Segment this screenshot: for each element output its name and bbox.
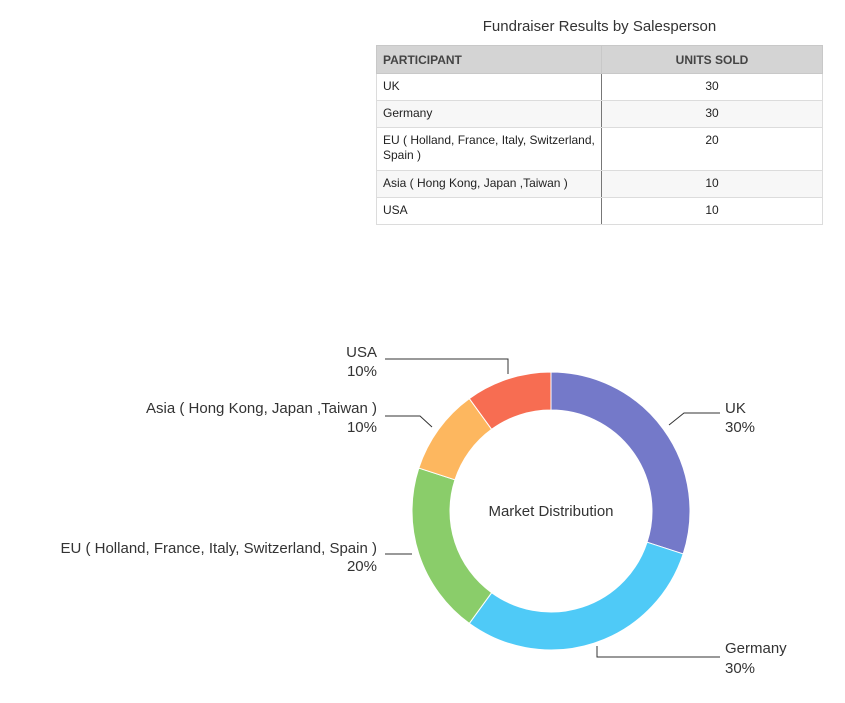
slice-percent-eu-holland-france-italy-switzerland-spain: 20%: [347, 558, 377, 575]
slice-percent-asia-hong-kong-japan-taiwan: 10%: [347, 419, 377, 436]
donut-slice-uk: [550, 371, 691, 555]
slice-percent-usa: 10%: [347, 363, 377, 380]
slice-labels: UK 30% Germany 30% EU ( Holland, France, Ita…: [60, 344, 787, 677]
column-header-units-sold: UNITS SOLD: [601, 45, 823, 74]
units-cell: 30: [601, 73, 823, 101]
donut-chart-panel: UK 30% Germany 30% EU ( Holland, France, Ita…: [0, 300, 845, 698]
slice-percent-germany: 30%: [725, 660, 755, 677]
donut-slices: [411, 371, 691, 651]
units-cell: 20: [601, 127, 823, 171]
results-table-panel: Fundraiser Results by Salesperson PARTIC…: [376, 17, 823, 225]
slice-percent-uk: 30%: [725, 419, 755, 436]
donut-slice-usa: [468, 371, 552, 430]
participant-cell: USA: [376, 197, 602, 225]
leader-line-germany: [596, 646, 720, 658]
label-leader-lines: [385, 358, 720, 658]
participant-cell: EU ( Holland, France, Italy, Switzerland…: [376, 127, 602, 171]
donut-slice-eu-holland-france-italy-switzerland-spain: [411, 467, 493, 625]
slice-label-germany: Germany: [725, 640, 787, 657]
units-cell: 10: [601, 170, 823, 198]
results-table: PARTICIPANT UNITS SOLD UK 30 Germany 30 …: [376, 45, 823, 225]
participant-cell: Germany: [376, 100, 602, 128]
table-header-row: PARTICIPANT UNITS SOLD: [376, 45, 823, 74]
leader-line-uk: [668, 412, 720, 426]
table-title: Fundraiser Results by Salesperson: [482, 18, 717, 35]
slice-label-asia-hong-kong-japan-taiwan: Asia ( Hong Kong, Japan ,Taiwan ): [146, 400, 377, 417]
participant-cell: Asia ( Hong Kong, Japan ,Taiwan ): [376, 170, 602, 198]
table-row: Germany 30: [376, 100, 823, 128]
table-row: Asia ( Hong Kong, Japan ,Taiwan ) 10: [376, 170, 823, 198]
table-row: EU ( Holland, France, Italy, Switzerland…: [376, 127, 823, 171]
donut-slice-germany: [468, 541, 684, 651]
units-cell: 30: [601, 100, 823, 128]
table-row: USA 10: [376, 197, 823, 225]
donut-center-label: Market Distribution: [488, 503, 613, 520]
participant-cell: UK: [376, 73, 602, 101]
slice-label-eu-holland-france-italy-switzerland-spain: EU ( Holland, France, Italy, Switzerland…: [60, 540, 377, 557]
slice-label-usa: USA: [346, 344, 377, 361]
donut-chart: UK 30% Germany 30% EU ( Holland, France, Ita…: [60, 344, 787, 677]
units-cell: 10: [601, 197, 823, 225]
leader-line-asia-hong-kong-japan-taiwan: [385, 415, 433, 428]
column-header-participant: PARTICIPANT: [376, 45, 602, 74]
slice-label-uk: UK: [725, 400, 746, 417]
leader-line-usa: [385, 358, 509, 374]
table-row: UK 30: [376, 73, 823, 101]
